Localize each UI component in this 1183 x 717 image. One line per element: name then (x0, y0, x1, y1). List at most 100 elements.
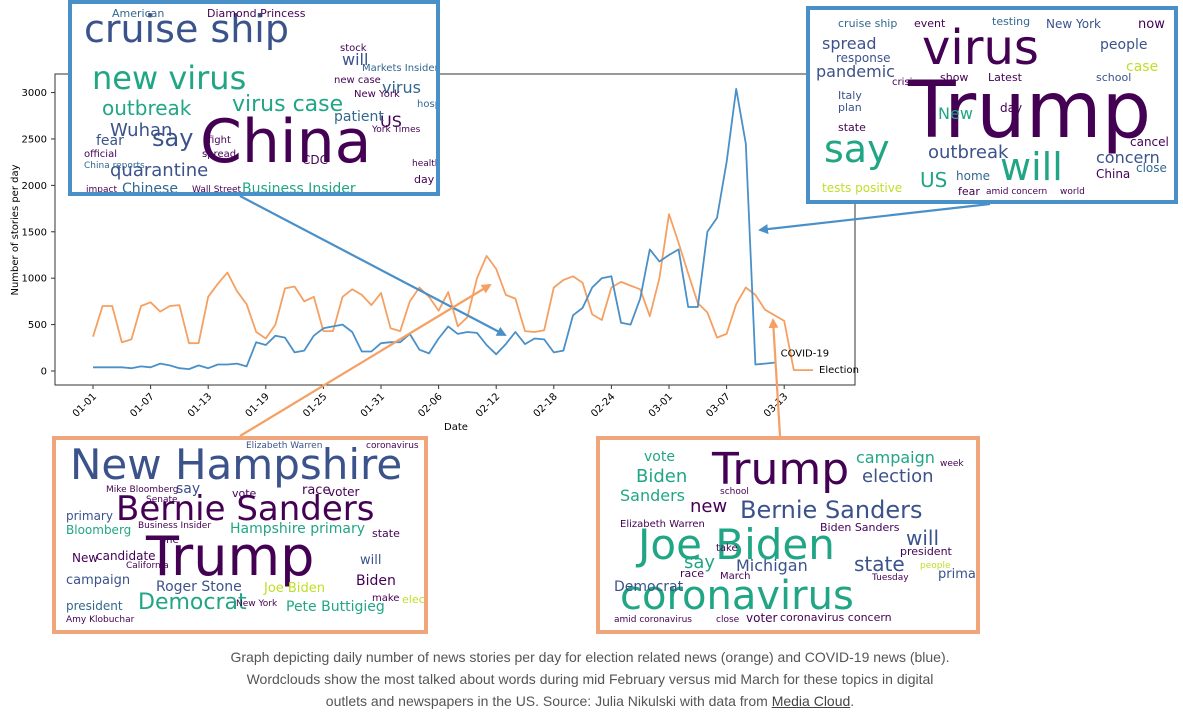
y-tick-label: 0 (41, 367, 47, 378)
media-cloud-link[interactable]: Media Cloud (771, 693, 851, 709)
wordcloud-word: say (824, 127, 890, 171)
y-axis-label: Number of stories per day (10, 164, 21, 295)
wordcloud-word: Biden Sanders (820, 521, 900, 534)
wordcloud-word: impact (86, 185, 117, 195)
wordcloud-word: home (956, 169, 991, 183)
wordcloud-word: Sanders (620, 486, 686, 505)
series-end-label: Election (819, 365, 859, 376)
x-tick-label: 01-19 (244, 391, 272, 419)
caption-line-1: Graph depicting daily number of news sto… (230, 649, 950, 665)
wordcloud-word: campaign (856, 448, 935, 467)
wordcloud-word: Bernie Sanders (740, 496, 923, 524)
wordcloud-word: Elizabeth Warren (620, 519, 705, 530)
annotation-arrows (239, 195, 991, 437)
wordcloud-word: primary (938, 567, 976, 582)
wordcloud-word: Elizabeth Warren (246, 441, 323, 451)
caption-line-3-end: . (850, 693, 855, 709)
wordcloud-word: will (906, 526, 940, 550)
wordcloud-word: China (200, 107, 372, 177)
wordcloud-covid-march: Trump virus say will outbreak spread response p… (806, 6, 1178, 204)
wordcloud-word: Markets Insider (362, 63, 439, 74)
plot-frame (54, 73, 856, 386)
series-line-covid-19 (93, 88, 775, 371)
wordcloud-word: quarantine (110, 160, 209, 181)
x-tick-label: 01-31 (359, 391, 387, 419)
wordcloud-word: take (716, 543, 738, 554)
wordcloud-word: school (720, 487, 749, 497)
wordcloud-word: state (854, 552, 905, 576)
wordcloud-word: Bernie Sanders (116, 489, 375, 529)
wordcloud-word: New (72, 551, 99, 565)
y-tick-label: 3000 (22, 88, 47, 99)
x-tick-label: 02-24 (589, 391, 617, 419)
wordcloud-word: close (716, 615, 740, 625)
wordcloud-word: Trump (908, 66, 1152, 156)
wordcloud-word: response (836, 51, 891, 65)
wordcloud-word: voter (328, 485, 360, 499)
caption-line-2: Wordclouds show the most talked about wo… (246, 671, 934, 687)
wordcloud-word: fear (96, 133, 124, 149)
wordcloud-word: Biden (356, 573, 396, 589)
x-tick-label: 02-06 (416, 391, 444, 419)
x-axis-label: Date (444, 422, 468, 433)
wordcloud-word: election (402, 593, 425, 606)
wordcloud-word: one (160, 535, 179, 546)
wordcloud-word: Roger Stone (156, 579, 242, 595)
wordcloud-word: New York (354, 89, 400, 100)
wordcloud-word: amid coronavirus (614, 615, 692, 625)
wordcloud-word: Biden (636, 466, 688, 487)
wordcloud-word: crisis (892, 77, 918, 88)
wordcloud-word: outbreak (102, 96, 192, 120)
wordcloud-word: vote (232, 487, 257, 500)
x-tick-label: 03-13 (762, 391, 790, 419)
arrow-election-february (239, 283, 492, 437)
wordcloud-word: spread (822, 34, 877, 53)
wordcloud-word: school (1096, 71, 1132, 84)
wordcloud-word: Democrat (138, 590, 247, 615)
wordcloud-word: world (1060, 187, 1085, 197)
wordcloud-word: new (690, 496, 728, 517)
arrow-election-march (768, 318, 782, 437)
arrow-covid-march (758, 202, 991, 235)
wordcloud-word: say (684, 552, 716, 573)
wordcloud-word: event (914, 17, 946, 30)
x-tick-label: 03-07 (704, 391, 732, 419)
wordcloud-word: will (342, 50, 369, 69)
wordcloud-word: Tuesday (872, 573, 909, 583)
wordcloud-word: coronavirus (620, 573, 854, 619)
y-axis-ticks: 0 500 1000 1500 2000 2500 3000 (22, 88, 55, 378)
wordcloud-word: case (1126, 59, 1159, 75)
wordcloud-word: New York (236, 599, 278, 609)
wordcloud-word: Wuhan (110, 120, 173, 141)
wordcloud-word: fight (208, 135, 231, 146)
wordcloud-word: vote (644, 449, 675, 465)
wordcloud-word: official (84, 149, 117, 160)
wordcloud-word: CDC (302, 153, 328, 167)
wordcloud-word: outbreak (928, 142, 1009, 163)
series-end-labels: COVID-19 Election (781, 349, 859, 376)
wordcloud-word: plan (838, 101, 862, 114)
x-tick-label: 01-13 (186, 391, 214, 419)
wordcloud-word: cancel (1130, 135, 1169, 149)
wordcloud-word: Diamond Princess (207, 7, 306, 20)
wordcloud-word: patient (334, 109, 384, 125)
wordcloud-word: March (720, 571, 751, 582)
wordcloud-word: hospital (417, 99, 440, 110)
wordcloud-word: Amy Klobuchar (66, 615, 135, 625)
wordcloud-word: state (838, 121, 866, 134)
y-tick-label: 1000 (22, 274, 47, 285)
wordcloud-word: Joe Biden (638, 520, 835, 569)
wordcloud-word: Chinese (122, 181, 178, 196)
wordcloud-word: Wall Street (192, 185, 242, 195)
caption-line-3-text: outlets and newspapers in the US. Source… (325, 693, 772, 709)
wordcloud-word: primary (66, 509, 113, 523)
wordcloud-word: day (1000, 101, 1023, 115)
wordcloud-word: week (940, 459, 964, 469)
wordcloud-word: new virus (92, 59, 247, 97)
wordcloud-word: cruise ship (838, 17, 898, 30)
y-tick-label: 1500 (22, 227, 47, 238)
wordcloud-word: will (1000, 145, 1063, 189)
series-line-election (92, 213, 813, 372)
wordcloud-word: president (900, 545, 952, 558)
figure-caption: Graph depicting daily number of news sto… (150, 646, 1030, 712)
